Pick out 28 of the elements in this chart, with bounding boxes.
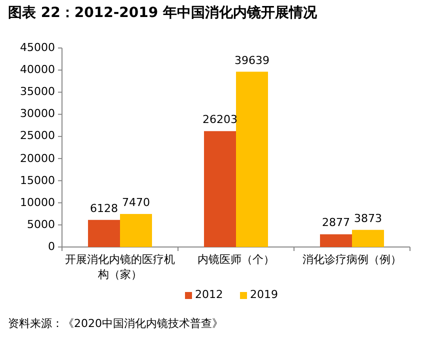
y-tick-label: 35000: [19, 85, 55, 98]
y-tick-label: 45000: [19, 41, 55, 54]
y-tick-label: 15000: [19, 174, 55, 187]
data-label: 3873: [354, 212, 382, 225]
bar: [88, 220, 120, 247]
bar: [204, 131, 236, 247]
bar: [320, 234, 352, 247]
y-tick-label: 30000: [19, 107, 55, 120]
bar: [236, 72, 268, 247]
bar: [120, 214, 152, 247]
x-tick-label: 开展消化内镜的医疗机构（家）: [65, 252, 175, 282]
y-tick-label: 10000: [19, 196, 55, 209]
legend-label: 2019: [250, 288, 278, 301]
y-tick-label: 20000: [19, 152, 55, 165]
x-tick-label: 消化诊疗病例（例）: [302, 252, 402, 267]
bar: [352, 230, 384, 247]
y-tick-label: 40000: [19, 63, 55, 76]
x-tick-label: 内镜医师（个）: [196, 252, 276, 267]
data-label: 6128: [90, 202, 118, 215]
chart-title: 图表 22：2012-2019 年中国消化内镜开展情况: [8, 4, 317, 22]
legend-label: 2012: [195, 288, 223, 301]
y-tick-label: 25000: [19, 129, 55, 142]
data-label: 39639: [234, 54, 270, 67]
y-tick-label: 0: [47, 240, 55, 253]
data-label: 2877: [322, 216, 350, 230]
y-tick-label: 5000: [26, 218, 55, 231]
text: 资料来源：《2020中国消化内镜技术普查》: [8, 316, 223, 331]
data-label: 7470: [122, 196, 150, 209]
